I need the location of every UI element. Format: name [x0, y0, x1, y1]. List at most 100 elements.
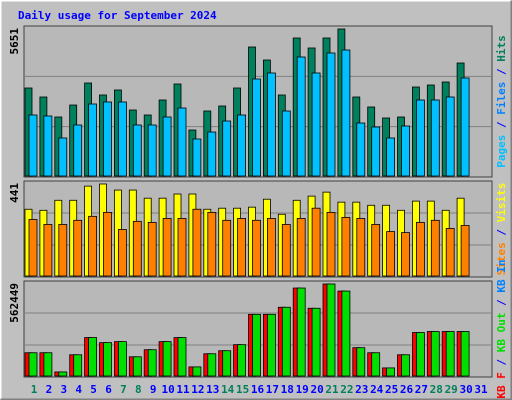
bar [147, 349, 157, 377]
bar [281, 224, 291, 277]
x-tick-label: 12 [191, 383, 204, 396]
bar [43, 224, 53, 277]
x-tick-label: 8 [135, 383, 142, 396]
bar [296, 56, 306, 177]
bar [415, 332, 425, 377]
bar [103, 211, 112, 277]
x-tick-label: 28 [430, 383, 443, 396]
legend-entry: / [495, 293, 508, 313]
x-tick-label: 20 [310, 383, 323, 396]
x-tick-label: 4 [75, 383, 82, 396]
bar [132, 356, 142, 377]
x-tick-label: 6 [105, 383, 112, 396]
bar [73, 354, 83, 377]
bar [207, 353, 217, 377]
x-tick-label: 26 [400, 383, 414, 396]
legend-entry: / [495, 222, 508, 242]
bar [103, 342, 112, 377]
bar [296, 287, 306, 377]
bar [311, 207, 321, 277]
x-tick-label: 7 [120, 383, 127, 396]
bar [88, 103, 97, 177]
bar [266, 218, 276, 277]
bar [430, 99, 440, 177]
legend-entry: / [495, 352, 508, 372]
bar [132, 124, 142, 177]
bar [401, 125, 410, 177]
bar [162, 341, 172, 377]
legend-entry: / [495, 62, 508, 82]
x-tick-label: 2 [46, 383, 53, 396]
bar [118, 101, 127, 177]
x-tick-label: 30 [459, 383, 472, 396]
bar [222, 120, 232, 177]
bar [103, 101, 112, 177]
bar [326, 52, 336, 177]
x-tick-label: 22 [340, 383, 353, 396]
bar [58, 224, 68, 277]
bar [73, 124, 83, 177]
bar [222, 350, 232, 377]
x-tick-label: 18 [281, 383, 294, 396]
bar [356, 122, 366, 177]
chart-title: Daily usage for September 2024 [18, 9, 217, 22]
bar [147, 221, 157, 277]
bar [401, 354, 410, 377]
bar [311, 307, 321, 377]
legend-entry: KB Out [495, 312, 508, 352]
bar [252, 313, 261, 377]
bar [371, 352, 381, 377]
x-tick-label: 9 [150, 383, 157, 396]
bar [147, 124, 157, 177]
legend-entry: KB F [495, 372, 508, 399]
bar [192, 138, 202, 177]
y-max-label: 5651 [8, 28, 21, 55]
x-tick-label: 15 [236, 383, 249, 396]
y-max-label: 441 [8, 183, 21, 203]
bar [415, 221, 425, 277]
x-tick-label: 5 [90, 383, 97, 396]
bar [445, 228, 455, 277]
bar [460, 331, 470, 377]
bar [177, 337, 187, 377]
bar [237, 344, 247, 377]
bar [356, 347, 366, 377]
legend-entry: KB In [495, 259, 508, 292]
x-tick-label: 29 [445, 383, 458, 396]
x-tick-label: 11 [176, 383, 190, 396]
bar [266, 72, 276, 177]
bar [28, 219, 38, 277]
legend-entry: / [495, 115, 508, 135]
x-tick-label: 3 [60, 383, 67, 396]
series-legend: Sites / Visits [495, 183, 508, 276]
bar [162, 218, 172, 277]
bar [386, 137, 396, 177]
x-tick-label: 27 [415, 383, 428, 396]
bar [356, 218, 366, 277]
bar [341, 49, 351, 177]
bar [43, 115, 53, 177]
bar [341, 290, 351, 377]
legend-entry: Visits [495, 183, 508, 223]
bar [192, 208, 202, 277]
legend-entry: Pages [495, 135, 508, 168]
bar [207, 211, 217, 277]
bar [252, 78, 261, 177]
bar [371, 224, 381, 277]
bar [326, 211, 336, 277]
bar [43, 352, 53, 377]
bar [386, 367, 396, 377]
x-tick-label: 14 [221, 383, 235, 396]
bar [445, 331, 455, 377]
bar [296, 218, 306, 277]
x-tick-label: 10 [161, 383, 174, 396]
bar [162, 116, 172, 177]
bar [118, 341, 127, 377]
bar [371, 126, 381, 177]
bar [222, 219, 232, 277]
y-max-label: 562449 [8, 283, 21, 323]
bar [445, 96, 455, 177]
x-tick-label: 1 [31, 383, 38, 396]
bar [58, 371, 68, 377]
